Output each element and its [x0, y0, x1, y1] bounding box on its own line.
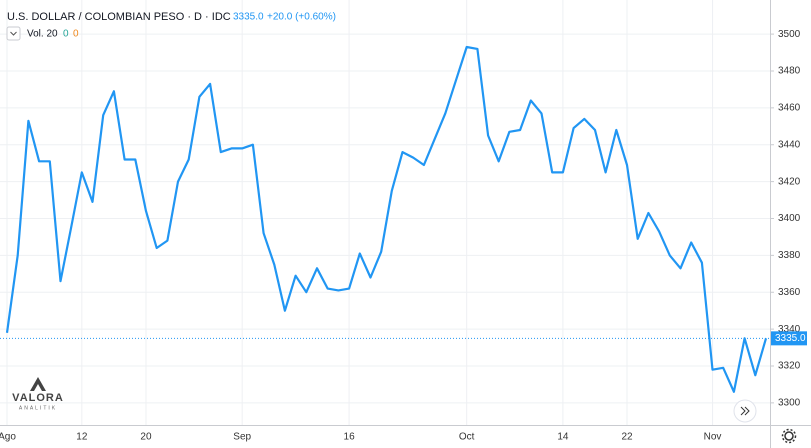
settings-button[interactable]	[781, 428, 797, 444]
x-tick-label: 16	[344, 432, 356, 443]
gear-icon[interactable]	[784, 431, 794, 441]
scroll-button[interactable]	[733, 399, 757, 423]
logo: VALORA ANALITIK	[12, 377, 64, 411]
logo-icon	[30, 377, 46, 391]
collapse-icon	[10, 31, 17, 36]
x-tick-label: 14	[557, 432, 569, 443]
y-tick-label: 3400	[778, 213, 801, 224]
header: U.S. DOLLAR / COLOMBIAN PESO · D · IDC 3…	[6, 11, 336, 41]
x-tick-label: 12	[76, 432, 88, 443]
symbol-title: U.S. DOLLAR / COLOMBIAN PESO · D · IDC	[7, 11, 231, 23]
y-tick-label: 3340	[778, 324, 801, 335]
y-tick-label: 3440	[778, 139, 801, 150]
x-tick-label: Sep	[233, 432, 251, 443]
y-tick-label: 3420	[778, 176, 801, 187]
gear-teeth	[781, 428, 797, 444]
logo-name: VALORA	[12, 392, 64, 404]
logo-sub: ANALITIK	[19, 405, 57, 411]
volume-label: Vol. 20	[27, 29, 58, 40]
plot	[0, 45, 770, 393]
y-tick-label: 3500	[778, 29, 801, 40]
x-tick-label: 22	[621, 432, 633, 443]
volume-value: 0	[63, 29, 69, 40]
y-tick-label: 3480	[778, 66, 801, 77]
header-change: +20.0 (+0.60%)	[267, 12, 336, 23]
last-price-box	[771, 331, 807, 346]
header-price: 3335.0	[233, 12, 264, 23]
price-line	[5, 45, 768, 393]
last-price-label: 3335.0	[775, 333, 806, 344]
y-tick-label: 3460	[778, 103, 801, 114]
volume-value: 0	[73, 29, 79, 40]
collapse-button[interactable]	[6, 26, 21, 41]
x-tick-label: 20	[140, 432, 152, 443]
y-tick-label: 3380	[778, 250, 801, 261]
y-tick-label: 3360	[778, 287, 801, 298]
x-tick-label: Ago	[0, 432, 16, 443]
y-tick-label: 3320	[778, 361, 801, 372]
x-tick-label: Oct	[459, 432, 475, 443]
x-tick-label: Nov	[704, 432, 722, 443]
y-tick-label: 3300	[778, 398, 801, 409]
scroll-icon	[740, 406, 750, 416]
